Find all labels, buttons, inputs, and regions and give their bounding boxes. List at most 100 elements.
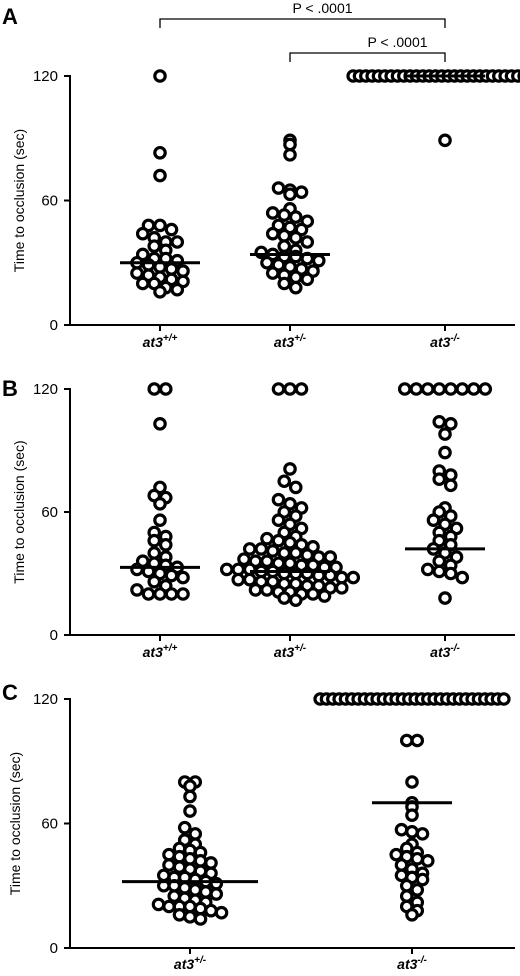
data-point [432, 382, 447, 396]
data-point [153, 69, 167, 83]
data-point [242, 572, 257, 587]
data-point [130, 562, 144, 577]
y-axis-label: Time to occlusion (sec) [11, 440, 27, 583]
data-point [409, 382, 424, 396]
y-axis-label: Time to occlusion (sec) [7, 752, 23, 895]
data-point [410, 733, 425, 748]
data-point [260, 255, 274, 270]
y-tick-label: 120 [33, 381, 58, 398]
data-point [151, 897, 166, 912]
data-point [170, 282, 185, 297]
data-point [209, 887, 224, 901]
data-point [277, 474, 292, 489]
data-point [405, 808, 419, 822]
data-point [497, 692, 511, 706]
data-point [153, 587, 167, 601]
y-tick-label: 60 [41, 816, 58, 833]
data-point [443, 382, 458, 396]
data-point [426, 513, 441, 527]
data-point [147, 382, 162, 396]
data-point [346, 570, 361, 585]
data-point [300, 272, 315, 287]
data-point [242, 542, 257, 556]
data-point [288, 546, 303, 560]
data-point [164, 587, 179, 601]
data-point [265, 226, 280, 241]
data-point [300, 548, 315, 562]
data-point [193, 912, 208, 926]
data-point [443, 417, 458, 431]
category-label: at3+/- [274, 643, 307, 660]
data-point [294, 382, 309, 396]
data-point [334, 581, 349, 595]
data-point [405, 907, 419, 922]
data-point [265, 206, 280, 220]
data-point [183, 910, 197, 924]
data-point [277, 591, 292, 605]
data-point [420, 854, 435, 868]
data-point [420, 382, 435, 396]
data-point [283, 462, 297, 476]
data-point [254, 542, 269, 556]
data-point [172, 907, 187, 922]
data-point [260, 554, 274, 568]
data-point [153, 513, 167, 527]
category-label: at3+/+ [143, 643, 178, 660]
panel-A: A 0 60 120 Time to occlusion (sec) at3+/+ at3+… [2, 0, 520, 350]
data-point [277, 276, 292, 291]
data-point [399, 733, 414, 748]
data-point [443, 478, 458, 493]
category-label: at3-/- [430, 333, 460, 350]
data-point [153, 218, 167, 233]
data-point [317, 589, 332, 603]
y-axis-label: Time to occlusion (sec) [11, 129, 27, 272]
category-label: at3+/- [274, 333, 307, 350]
data-point [271, 181, 286, 195]
data-point [288, 249, 303, 264]
data-point [271, 513, 286, 527]
data-point [455, 382, 470, 396]
y-tick-label: 0 [50, 627, 58, 644]
data-point [158, 537, 173, 552]
data-point [254, 245, 269, 260]
data-point [397, 382, 412, 396]
data-point [288, 593, 303, 607]
data-point [271, 533, 286, 548]
data-point [389, 847, 404, 862]
panel-letter: A [2, 4, 18, 29]
data-point [248, 583, 263, 597]
data-point [170, 235, 185, 249]
data-point [410, 851, 425, 866]
data-point [410, 883, 425, 897]
data-point [294, 185, 309, 199]
category-label: at3+/- [174, 955, 207, 972]
data-point [147, 533, 162, 548]
data-point [162, 858, 176, 872]
data-point [283, 556, 297, 571]
data-point [288, 280, 303, 295]
data-point [415, 872, 430, 887]
data-point [466, 382, 481, 396]
panel-letter: C [2, 680, 18, 705]
data-point [420, 562, 435, 577]
data-point [405, 775, 419, 789]
data-point [277, 546, 292, 560]
data-point [478, 382, 493, 396]
data-point [176, 570, 190, 585]
data-point [394, 822, 409, 837]
data-point [306, 587, 320, 601]
data-point [231, 572, 246, 587]
significance-bracket [289, 52, 446, 62]
y-tick-label: 120 [33, 691, 58, 708]
category-label: at3-/- [430, 643, 460, 660]
data-point [300, 566, 315, 581]
data-point [415, 827, 430, 841]
data-point [394, 868, 409, 883]
data-point [130, 583, 144, 597]
y-tick-label: 120 [33, 68, 58, 85]
data-point [153, 496, 167, 511]
data-point [130, 266, 144, 280]
data-point [176, 587, 190, 601]
y-tick-label: 60 [41, 193, 58, 210]
data-point [164, 222, 179, 237]
